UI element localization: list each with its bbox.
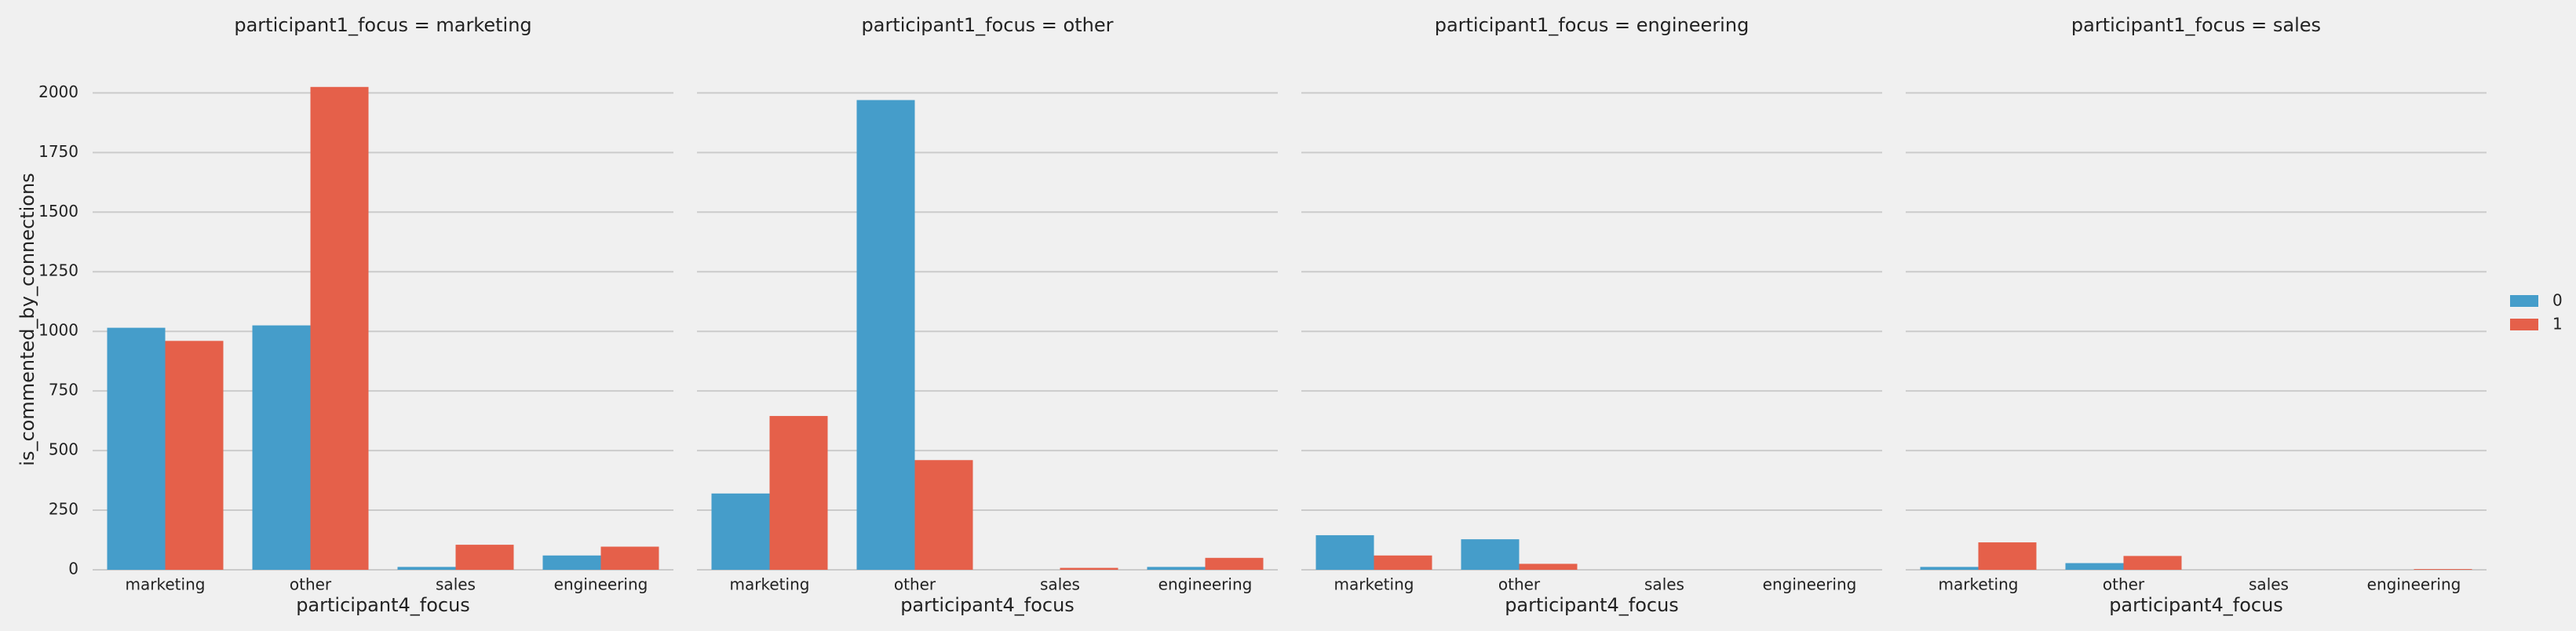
legend-swatch (2510, 295, 2538, 307)
bar-marketing-series-0 (1315, 534, 1374, 570)
bar-other-series-0 (1461, 539, 1520, 570)
bar-marketing-series-1 (769, 416, 828, 570)
x-tick-label: other (2103, 575, 2145, 594)
y-tick-label: 750 (49, 381, 78, 399)
x-tick-label: marketing (1334, 575, 1414, 594)
panel-title: participant1_focus = engineering (1435, 14, 1750, 36)
bar-other-series-0 (2065, 563, 2124, 570)
bar-sales-series-1 (455, 545, 514, 570)
x-tick-label: marketing (1939, 575, 2019, 594)
x-tick-label: marketing (730, 575, 810, 594)
y-tick-label: 250 (49, 500, 78, 519)
bar-other-series-1 (310, 86, 369, 571)
bar-engineering-series-1 (600, 546, 659, 570)
x-tick-label: engineering (554, 575, 648, 594)
x-tick-label: engineering (1158, 575, 1253, 594)
y-tick-label: 1500 (38, 202, 78, 221)
panel-4: participant1_focus = sales marketing other… (1906, 14, 2487, 616)
legend-label: 1 (2552, 315, 2563, 334)
bar-marketing-series-0 (1920, 567, 1979, 570)
x-tick-label: other (894, 575, 936, 594)
bar-other-series-0 (856, 100, 915, 570)
panel-title: participant1_focus = marketing (234, 14, 531, 36)
bar-marketing-series-0 (107, 327, 166, 570)
bar-marketing-series-1 (1374, 555, 1432, 570)
bar-other-series-1 (914, 460, 973, 570)
y-tick-label: 1000 (38, 321, 78, 340)
x-tick-label: engineering (1763, 575, 1857, 594)
x-tick-label: sales (2249, 575, 2289, 594)
panel-title: participant1_focus = other (862, 14, 1114, 36)
bar-marketing-series-1 (1978, 542, 2037, 570)
x-axis-label: participant4_focus (1505, 594, 1679, 616)
x-tick-label: marketing (126, 575, 206, 594)
x-axis-label: participant4_focus (296, 594, 470, 616)
bar-engineering-series-0 (1147, 567, 1206, 570)
x-tick-label: sales (436, 575, 476, 594)
x-axis-label: participant4_focus (900, 594, 1075, 616)
bar-other-series-0 (252, 325, 311, 570)
y-tick-label: 1250 (38, 261, 78, 280)
panel-3: participant1_focus = engineering marketin… (1301, 14, 1882, 616)
x-tick-label: engineering (2367, 575, 2461, 594)
x-tick-label: other (290, 575, 332, 594)
y-tick-label: 500 (49, 440, 78, 459)
bar-marketing-series-0 (711, 493, 770, 570)
legend: 01 (2510, 291, 2563, 334)
legend-label: 0 (2552, 291, 2563, 310)
bar-other-series-1 (2123, 556, 2182, 570)
y-tick-label: 0 (68, 560, 78, 578)
x-axis-label: participant4_focus (2109, 594, 2283, 616)
y-tick-label: 2000 (38, 82, 78, 101)
panel-2: participant1_focus = other marketing other… (697, 14, 1278, 616)
bar-engineering-series-0 (542, 555, 601, 570)
bar-engineering-series-1 (1205, 557, 1264, 570)
panel-1: participant1_focus = marketing marketing o… (38, 14, 673, 616)
x-tick-label: sales (1644, 575, 1684, 594)
y-axis-label: is_commented_by_connections (16, 173, 38, 465)
bar-other-series-1 (1519, 564, 1578, 570)
y-tick-label: 1750 (38, 142, 78, 161)
x-tick-label: other (1498, 575, 1541, 594)
bar-engineering-series-1 (2414, 569, 2472, 570)
bar-sales-series-1 (1060, 567, 1118, 570)
x-tick-label: sales (1040, 575, 1080, 594)
legend-swatch (2510, 319, 2538, 330)
bar-sales-series-0 (397, 567, 456, 570)
panel-title: participant1_focus = sales (2071, 14, 2321, 36)
bar-marketing-series-1 (165, 341, 224, 570)
